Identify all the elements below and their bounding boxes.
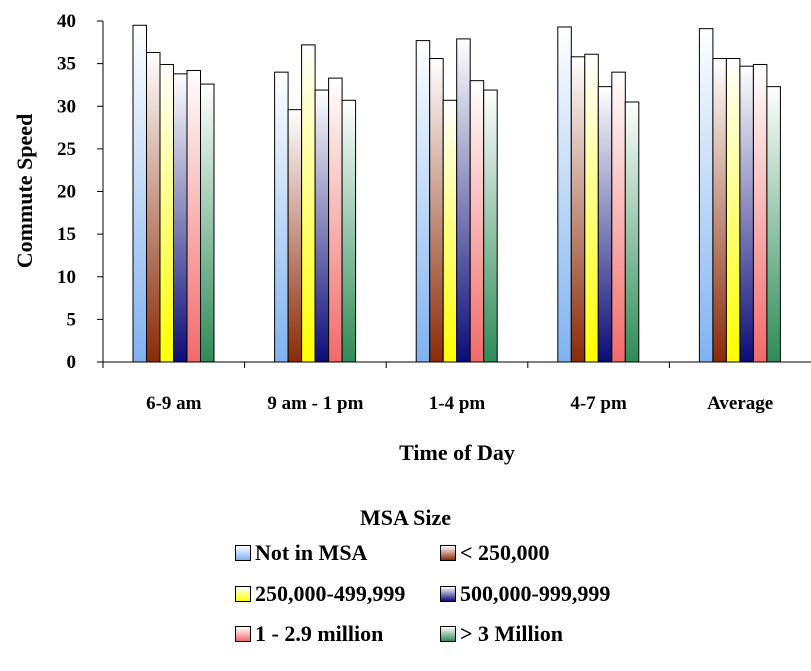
- bar-5-1: [341, 99, 357, 363]
- bar-1-4: [712, 58, 727, 363]
- bar-2-3: [584, 53, 599, 363]
- y-tick-label-2: 10: [57, 267, 76, 288]
- y-tick-label-3: 15: [57, 224, 76, 245]
- axes-group: 0 5 10 15 20 25 30 35 40 6-9 am 9 am - 1 pm 1-4 pm 4…: [57, 11, 811, 414]
- bar-4-2: [469, 80, 485, 363]
- bars-group: [132, 24, 781, 363]
- y-tick-label-6: 30: [57, 96, 76, 117]
- bar-3-2: [456, 38, 471, 363]
- bar-0-1: [274, 71, 289, 363]
- bar-2-0: [159, 63, 174, 363]
- y-tick-label-5: 25: [57, 139, 76, 160]
- bar-5-4: [766, 86, 781, 363]
- bar-5-3: [624, 101, 640, 363]
- bar-0-3: [557, 26, 572, 363]
- bar-0-2: [415, 40, 431, 363]
- bar-1-1: [287, 109, 303, 363]
- bar-4-0: [186, 69, 201, 363]
- bar-4-4: [752, 63, 768, 363]
- y-tick-label-0: 0: [67, 352, 77, 373]
- bar-5-2: [483, 89, 498, 363]
- bar-3-3: [597, 86, 613, 363]
- bar-3-1: [314, 89, 330, 363]
- bar-2-1: [301, 44, 316, 363]
- x-category-label-0: 6-9 am: [146, 393, 202, 414]
- bar-0-4: [698, 28, 714, 363]
- bar-5-0: [200, 83, 215, 363]
- bar-4-3: [611, 71, 626, 363]
- bar-4-1: [328, 77, 343, 363]
- y-tick-label-7: 35: [57, 54, 76, 75]
- y-axis-title: Commute Speed: [12, 114, 37, 269]
- bar-1-3: [570, 56, 586, 363]
- bar-2-4: [725, 58, 741, 363]
- y-tick-label-4: 20: [57, 182, 76, 203]
- bar-2-2: [442, 99, 458, 363]
- y-tick-label-1: 5: [67, 309, 77, 330]
- bar-3-0: [173, 73, 188, 363]
- x-category-label-4: Average: [707, 393, 773, 414]
- bar-3-4: [739, 65, 754, 363]
- x-category-label-2: 1-4 pm: [429, 393, 486, 414]
- bar-0-0: [132, 24, 147, 363]
- y-tick-label-8: 40: [57, 11, 76, 32]
- bar-1-2: [429, 58, 444, 363]
- bar-1-0: [146, 52, 161, 363]
- legend-title: MSA Size: [359, 505, 452, 530]
- x-axis-title: Time of Day: [399, 440, 515, 465]
- x-category-label-3: 4-7 pm: [570, 393, 627, 414]
- x-category-label-1: 9 am - 1 pm: [267, 393, 363, 414]
